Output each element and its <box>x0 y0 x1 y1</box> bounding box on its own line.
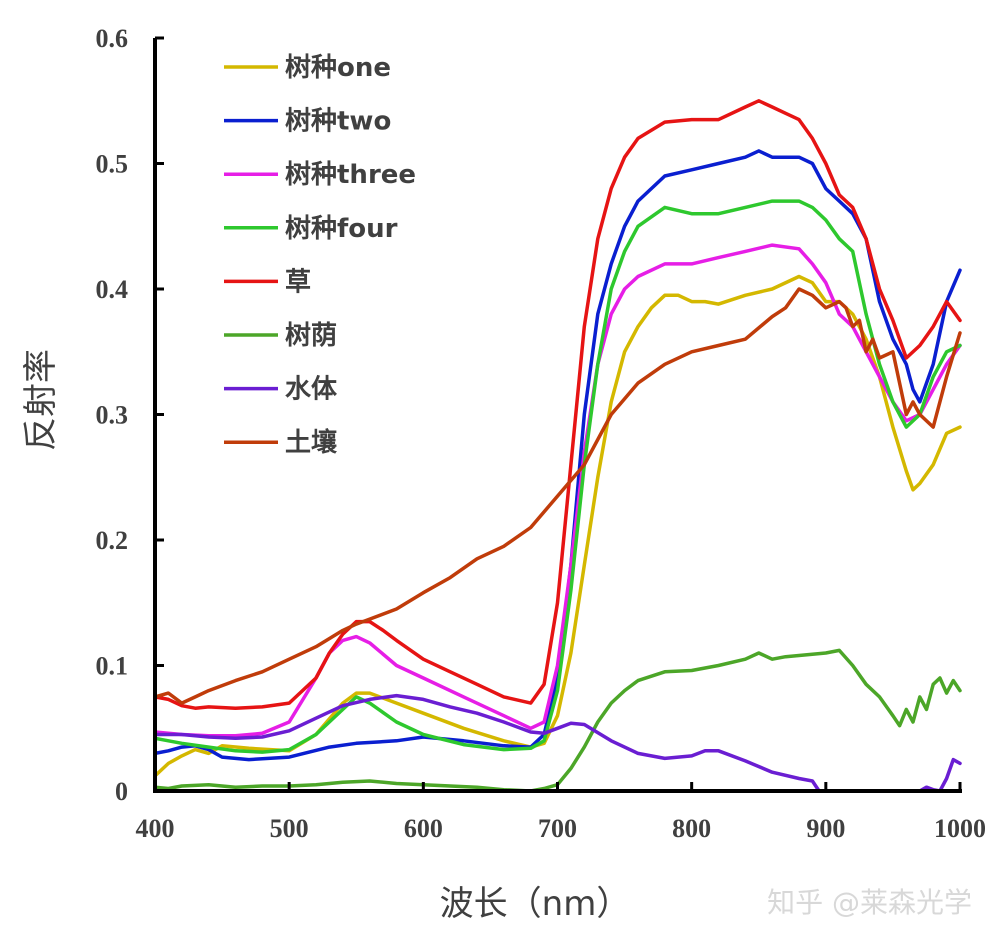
legend-item: 树种four <box>224 214 398 244</box>
y-tick-label: 0.2 <box>96 526 129 555</box>
y-tick-label: 0.4 <box>96 275 129 304</box>
legend-item: 树种two <box>224 107 391 137</box>
legend-item: 树荫 <box>224 321 337 351</box>
legend-item: 水体 <box>224 375 338 405</box>
y-tick-label: 0.1 <box>96 652 129 681</box>
legend-item: 树种one <box>224 53 391 83</box>
y-tick-label: 0.6 <box>96 24 129 53</box>
legend-label: 土壤 <box>285 427 338 458</box>
y-axis-ticks: 0 0.1 0.2 0.3 0.4 0.5 0.6 <box>96 24 164 806</box>
x-tick-label: 700 <box>538 814 577 843</box>
plot-lines <box>153 99 962 793</box>
x-tick-label: 900 <box>806 814 845 843</box>
series-line-5 <box>153 648 962 793</box>
legend-item: 土壤 <box>224 427 338 458</box>
series-line-4 <box>153 99 962 710</box>
legend-label: 草 <box>285 267 311 297</box>
x-tick-label: 1000 <box>934 814 986 843</box>
x-axis-ticks: 400 500 600 700 800 900 1000 <box>136 782 986 843</box>
legend-label: 树荫 <box>285 321 337 351</box>
y-tick-label: 0.5 <box>96 150 129 179</box>
x-axis-title: 波长（nm） <box>440 884 631 924</box>
y-tick-label: 0 <box>115 777 128 806</box>
x-tick-label: 600 <box>404 814 443 843</box>
watermark: 知乎 @莱森光学 <box>767 886 972 919</box>
legend-label: 水体 <box>285 375 338 405</box>
x-tick-label: 500 <box>270 814 309 843</box>
x-tick-label: 400 <box>136 814 175 843</box>
legend-label: 树种one <box>285 53 391 83</box>
series-line-0 <box>153 274 962 778</box>
series-line-2 <box>153 243 962 738</box>
y-tick-label: 0.3 <box>96 401 129 430</box>
x-tick-label: 800 <box>672 814 711 843</box>
y-axis-title: 反射率 <box>21 349 61 451</box>
series-line-3 <box>153 199 962 754</box>
series-line-1 <box>153 149 962 762</box>
legend-label: 树种two <box>285 107 391 137</box>
series-line-7 <box>153 287 962 705</box>
legend-item: 草 <box>224 267 311 297</box>
legend-label: 树种four <box>285 214 398 244</box>
legend-label: 树种three <box>285 160 416 190</box>
legend-item: 树种three <box>224 160 416 190</box>
